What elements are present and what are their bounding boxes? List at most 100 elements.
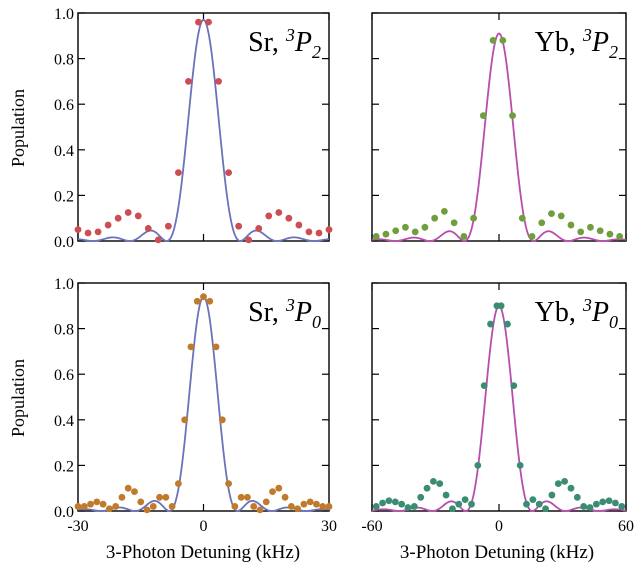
data-point (429, 477, 437, 485)
data-point (586, 504, 594, 511)
data-point (195, 18, 202, 26)
ytick-label: 0.8 (54, 52, 74, 69)
data-point (93, 498, 101, 506)
data-point (275, 484, 283, 492)
xlabel-right: 3-Photon Detuning (kHz) (400, 542, 594, 563)
ytick-label: 0.8 (54, 322, 74, 339)
data-point (244, 493, 251, 501)
panel-label: Yb, 3P2 (535, 25, 618, 62)
data-point (105, 505, 113, 513)
data-point (528, 233, 536, 240)
ylabel-bottom: Population (8, 359, 28, 437)
data-point (592, 500, 600, 508)
data-point (143, 506, 151, 514)
data-point (319, 503, 327, 510)
data-point (144, 225, 152, 232)
data-point (281, 493, 289, 501)
data-point (557, 212, 565, 220)
data-point (440, 207, 448, 215)
data-point (200, 293, 207, 301)
xlabel-left: 3-Photon Detuning (kHz) (106, 542, 300, 563)
data-point (421, 223, 429, 231)
data-point (193, 297, 201, 305)
plot-frame (77, 282, 330, 512)
data-point (265, 212, 273, 220)
ytick-label: 0.2 (54, 188, 74, 205)
data-point (149, 503, 157, 510)
ytick-label: 0.4 (54, 413, 74, 430)
data-point (436, 480, 444, 488)
fit-curve (77, 18, 330, 242)
data-point (325, 503, 333, 510)
data-point (74, 226, 82, 234)
data-point (156, 493, 163, 501)
data-point (285, 214, 293, 222)
data-point (499, 36, 507, 44)
panel-label: Sr, 3P0 (248, 295, 321, 332)
data-point (618, 503, 626, 510)
data-point (225, 480, 233, 488)
fit-curve (371, 304, 627, 512)
panel-label-element: Sr, (248, 27, 286, 58)
xtick-label: 60 (618, 518, 634, 535)
ylabel-top: Population (8, 89, 28, 167)
data-point (154, 236, 162, 244)
panel-label-term: P (294, 297, 312, 328)
data-point (523, 500, 530, 508)
panel-label-sub: 0 (609, 312, 618, 332)
data-point (470, 214, 477, 222)
data-point (548, 491, 556, 499)
data-point (306, 498, 314, 506)
data-point (74, 503, 82, 510)
panels: 0.00.20.40.60.81.0Sr, 3P2 Yb, 3P20.00.20.… (54, 6, 634, 535)
data-point (596, 227, 604, 235)
panel-label-sub: 0 (312, 312, 321, 332)
data-point (599, 498, 607, 506)
data-point (104, 221, 112, 229)
data-point (315, 229, 323, 237)
panel-1: Yb, 3P2 (371, 12, 627, 242)
data-point (561, 477, 569, 485)
xtick-label: -60 (361, 518, 382, 535)
data-point (518, 214, 526, 222)
data-point (313, 500, 320, 508)
data-point (567, 484, 575, 492)
ytick-label: 0.6 (54, 367, 74, 384)
data-point (168, 503, 176, 510)
data-point (118, 493, 126, 501)
data-point (87, 500, 94, 508)
data-point (175, 169, 182, 177)
data-point (504, 320, 511, 328)
data-point (616, 233, 624, 240)
panel-label-element: Yb, (535, 27, 583, 58)
ytick-label: 0.0 (54, 234, 74, 251)
data-point (529, 496, 537, 503)
data-point (162, 493, 170, 501)
data-point (235, 222, 243, 230)
data-point (479, 112, 487, 119)
panel-label-sup: 3 (582, 25, 592, 45)
ytick-label: 0.6 (54, 97, 74, 114)
ytick-label: 1.0 (54, 276, 74, 293)
data-point (404, 504, 412, 511)
xtick-label: 0 (495, 518, 503, 535)
data-point (411, 228, 419, 236)
data-point (468, 500, 475, 508)
data-point (606, 230, 614, 238)
panel-label-element: Sr, (248, 297, 286, 328)
data-point (84, 229, 92, 237)
data-point (480, 382, 488, 389)
data-point (137, 498, 145, 506)
data-point (398, 500, 406, 508)
data-point (245, 236, 253, 244)
panel-0: 0.0 0.2 0.4 0.6 0.8 1.0 Sr, 3P2 (54, 6, 333, 251)
data-point (212, 343, 220, 351)
xtick-label: 0 (200, 518, 208, 535)
data-point (134, 212, 142, 220)
data-point (305, 228, 313, 236)
data-point (275, 209, 283, 216)
data-point (231, 503, 239, 510)
